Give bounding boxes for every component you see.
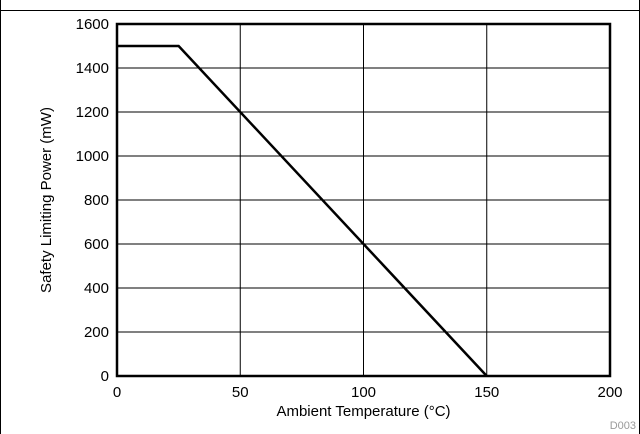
y-tick-label: 1200 — [76, 104, 109, 121]
y-tick-labels: 0 200 400 600 800 1000 1200 1400 1600 — [76, 16, 109, 385]
x-tick-label: 100 — [351, 384, 376, 401]
x-tick-label: 0 — [113, 384, 121, 401]
y-axis-label: Safety Limiting Power (mW) — [38, 107, 55, 293]
x-tick-label: 200 — [597, 384, 622, 401]
grid-lines — [117, 24, 610, 376]
plot-border — [115, 22, 612, 378]
y-tick-label: 1000 — [76, 148, 109, 165]
series-line — [117, 44, 488, 377]
y-tick-label: 800 — [84, 192, 109, 209]
figure-code: D003 — [610, 420, 636, 432]
y-tick-label: 0 — [101, 368, 109, 385]
series-group — [117, 44, 488, 377]
y-tick-label: 200 — [84, 324, 109, 341]
x-tick-label: 50 — [232, 384, 249, 401]
y-tick-label: 1400 — [76, 60, 109, 77]
x-axis-label: Ambient Temperature (°C) — [276, 403, 450, 420]
x-tick-labels: 0 50 100 150 200 — [113, 384, 623, 401]
y-tick-label: 1600 — [76, 16, 109, 33]
y-tick-label: 600 — [84, 236, 109, 253]
y-tick-label: 400 — [84, 280, 109, 297]
x-tick-label: 150 — [474, 384, 499, 401]
